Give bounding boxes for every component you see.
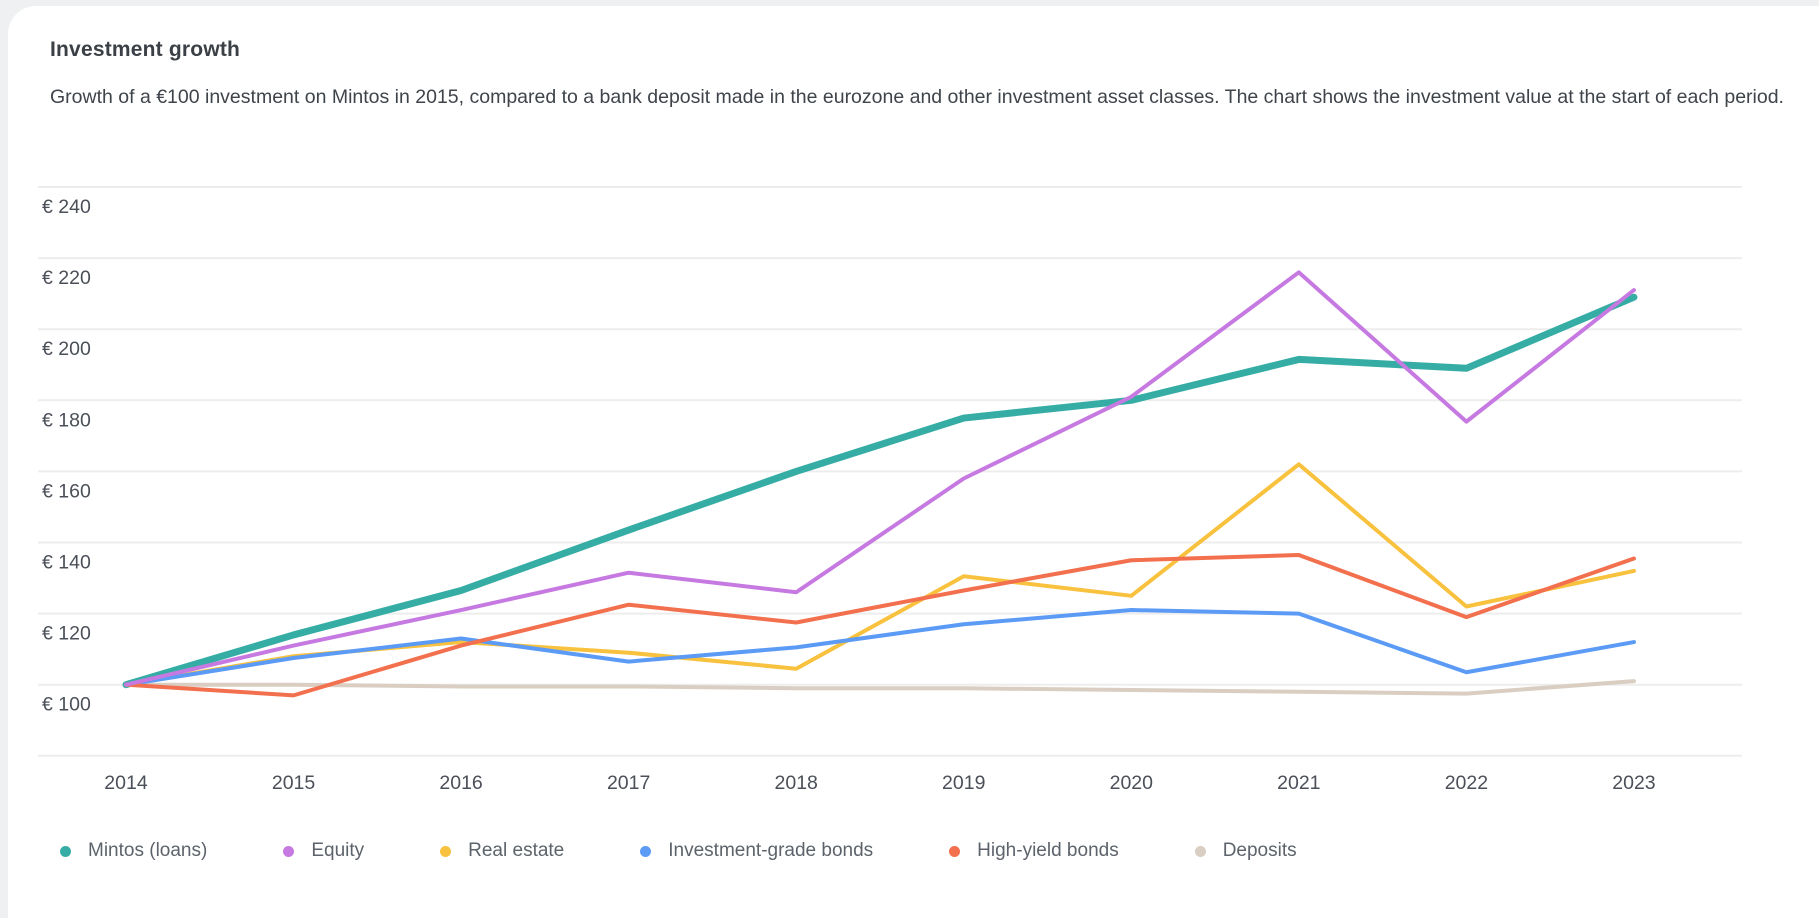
y-axis-tick-label: € 220 bbox=[42, 267, 91, 289]
x-axis-tick-label: 2018 bbox=[775, 772, 818, 794]
legend-item-equity[interactable]: Equity bbox=[283, 840, 364, 862]
series-line-investment-grade-bonds bbox=[124, 608, 1636, 687]
legend-marker-icon bbox=[440, 845, 452, 857]
y-axis-tick-label: € 140 bbox=[42, 552, 91, 574]
x-axis-tick-label: 2017 bbox=[607, 772, 650, 794]
legend-item-mintos-loans[interactable]: Mintos (loans) bbox=[60, 840, 207, 862]
chart-legend: Mintos (loans) Equity Real estate Invest… bbox=[60, 840, 1297, 862]
x-axis-tick-label: 2022 bbox=[1445, 772, 1488, 794]
legend-marker-icon bbox=[640, 845, 652, 857]
series-line-mintos-loans bbox=[122, 293, 1638, 689]
x-axis-tick-label: 2016 bbox=[439, 772, 482, 794]
legend-label: Mintos (loans) bbox=[88, 840, 208, 861]
series-line-equity bbox=[124, 270, 1636, 687]
x-axis-tick-label: 2015 bbox=[272, 772, 316, 794]
legend-marker-icon bbox=[283, 845, 295, 857]
legend-label: Real estate bbox=[468, 840, 565, 861]
chart-subtitle: Growth of a €100 investment on Mintos in… bbox=[50, 86, 1784, 108]
legend-item-investment-grade-bonds[interactable]: Investment-grade bonds bbox=[640, 840, 873, 862]
y-axis-tick-label: € 180 bbox=[42, 409, 91, 431]
y-axis-tick-label: € 120 bbox=[42, 623, 91, 645]
y-axis-tick-label: € 200 bbox=[42, 338, 91, 360]
series-line-high-yield-bonds bbox=[124, 552, 1636, 698]
x-axis-tick-label: 2019 bbox=[942, 772, 985, 794]
legend-label: Investment-grade bonds bbox=[668, 840, 874, 861]
legend-item-real-estate[interactable]: Real estate bbox=[440, 840, 564, 862]
legend-marker-icon bbox=[1194, 845, 1206, 857]
x-axis-tick-label: 2020 bbox=[1110, 772, 1154, 794]
x-axis-tick-label: 2014 bbox=[104, 772, 148, 794]
legend-label: Equity bbox=[311, 840, 365, 861]
y-axis-tick-label: € 160 bbox=[42, 480, 91, 502]
chart-card: Investment growth Growth of a €100 inves… bbox=[8, 6, 1819, 918]
x-axis-tick-label: 2021 bbox=[1277, 772, 1320, 794]
legend-item-high-yield-bonds[interactable]: High-yield bonds bbox=[949, 840, 1119, 862]
legend-label: High-yield bonds bbox=[977, 840, 1119, 861]
y-axis-tick-label: € 100 bbox=[42, 694, 91, 716]
y-axis-tick-label: € 240 bbox=[42, 196, 91, 218]
page-title: Investment growth bbox=[50, 38, 241, 61]
x-axis-tick-label: 2023 bbox=[1612, 772, 1655, 794]
legend-label: Deposits bbox=[1222, 840, 1297, 861]
legend-item-deposits[interactable]: Deposits bbox=[1194, 840, 1297, 862]
legend-marker-icon bbox=[60, 845, 71, 857]
legend-marker-icon bbox=[949, 845, 961, 857]
series-line-deposits bbox=[124, 679, 1636, 696]
